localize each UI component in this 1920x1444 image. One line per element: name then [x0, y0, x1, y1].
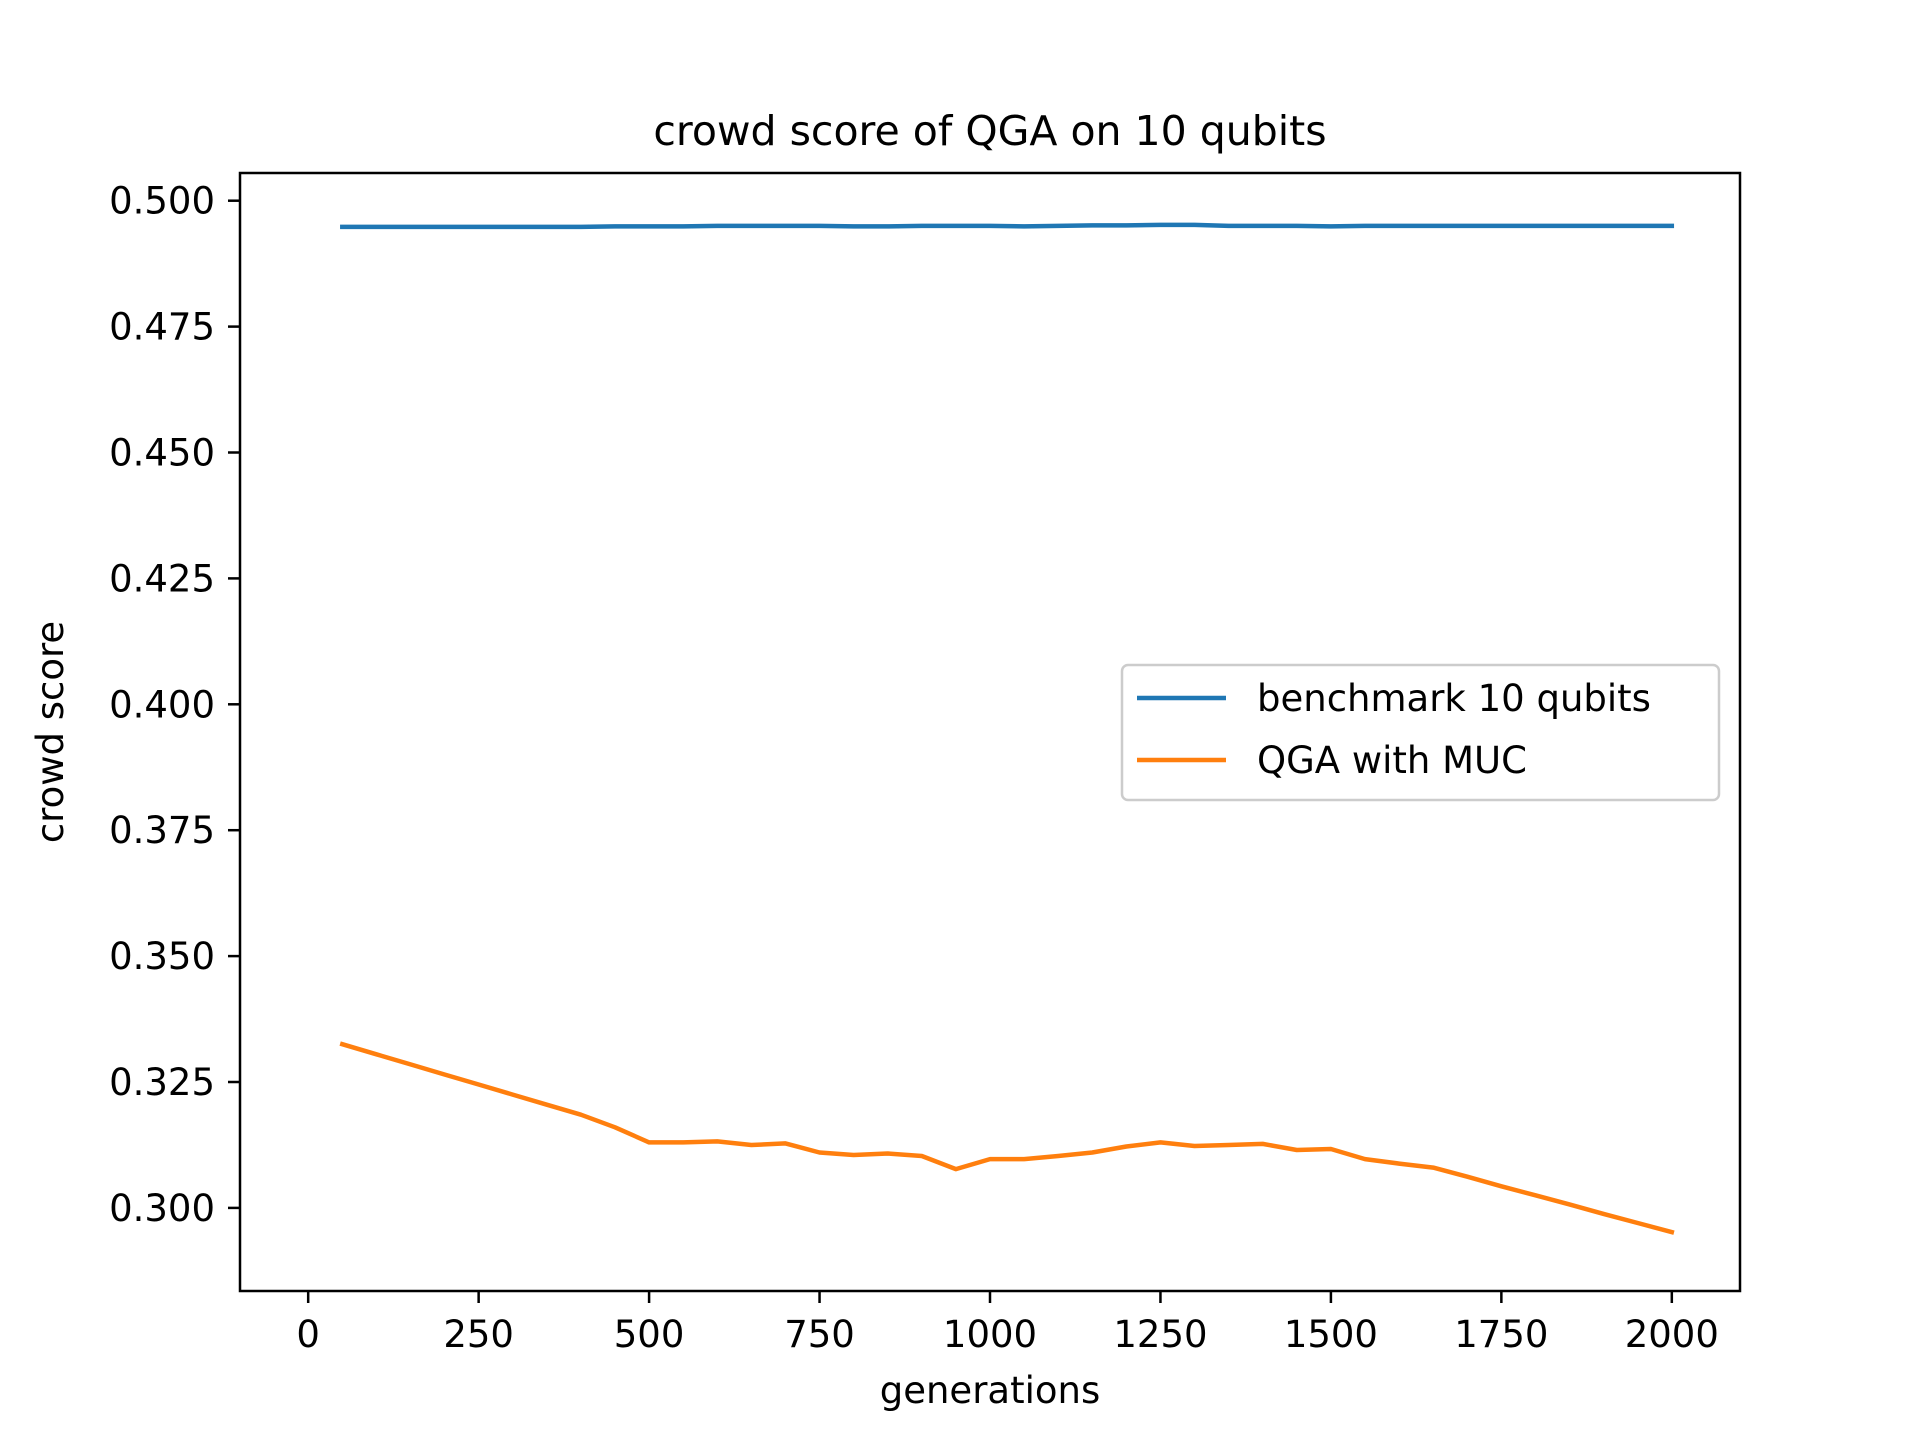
y-tick-label: 0.475	[109, 306, 215, 349]
legend-box	[1120, 663, 1721, 802]
series-layer	[339, 222, 1675, 1235]
y-tick-label: 0.450	[109, 432, 215, 475]
chart-title: crowd score of QGA on 10 qubits	[653, 107, 1326, 155]
legend-label-qga-muc: QGA with MUC	[1257, 739, 1527, 782]
series-line-1	[339, 1041, 1675, 1235]
x-tick-label: 1500	[1284, 1313, 1378, 1356]
legend: benchmark 10 qubits QGA with MUC	[1120, 663, 1721, 802]
x-tick-label: 0	[296, 1313, 320, 1356]
x-axis: 0 250 500 750 1000 1250 1500 1750 2000	[296, 1291, 1719, 1356]
y-tick-label: 0.400	[109, 683, 215, 726]
x-tick-label: 1750	[1454, 1313, 1548, 1356]
y-tick-label: 0.375	[109, 809, 215, 852]
y-tick-label: 0.350	[109, 935, 215, 978]
x-tick-label: 1000	[943, 1313, 1037, 1356]
x-tick-label: 500	[614, 1313, 685, 1356]
x-tick-label: 2000	[1625, 1313, 1719, 1356]
legend-label-benchmark: benchmark 10 qubits	[1257, 677, 1651, 720]
y-tick-label: 0.300	[109, 1187, 215, 1230]
y-tick-label: 0.500	[109, 180, 215, 223]
x-tick-label: 1250	[1113, 1313, 1207, 1356]
y-tick-label: 0.425	[109, 557, 215, 600]
x-tick-label: 750	[784, 1313, 855, 1356]
y-axis-label: crowd score	[29, 621, 72, 843]
series-line-0	[340, 222, 1675, 230]
y-axis: 0.300 0.325 0.350 0.375 0.400 0.425 0.450 0.475…	[109, 180, 240, 1230]
x-axis-label: generations	[880, 1369, 1101, 1412]
y-tick-label: 0.325	[109, 1061, 215, 1104]
x-tick-label: 250	[443, 1313, 514, 1356]
